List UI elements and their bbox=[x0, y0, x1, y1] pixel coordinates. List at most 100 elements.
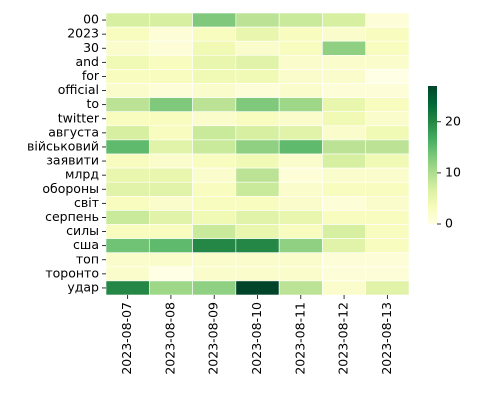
colorbar-tick-label: 10 bbox=[445, 164, 461, 179]
heatmap-cell bbox=[322, 12, 367, 28]
heatmap-cell bbox=[148, 252, 193, 268]
heatmap-cell bbox=[192, 280, 237, 296]
heatmap-cell bbox=[365, 153, 410, 169]
heatmap-cell bbox=[278, 40, 323, 56]
column-tick-label: 2023-08-10 bbox=[249, 302, 264, 375]
heatmap-cell bbox=[148, 40, 193, 56]
row-tick-label: силы bbox=[66, 223, 99, 238]
row-tick-label: топ bbox=[76, 251, 99, 266]
row-tick-label: військовий bbox=[27, 138, 99, 153]
heatmap-cell bbox=[105, 125, 150, 141]
heatmap-cell bbox=[192, 111, 237, 127]
heatmap-cell bbox=[148, 111, 193, 127]
heatmap-cell bbox=[235, 69, 280, 84]
heatmap-cell bbox=[365, 210, 410, 225]
heatmap-cell bbox=[365, 54, 410, 70]
heatmap-cell bbox=[365, 139, 410, 155]
heatmap-cell bbox=[235, 266, 280, 282]
heatmap-cell bbox=[365, 12, 410, 28]
heatmap-cell bbox=[322, 26, 367, 42]
heatmap-cell bbox=[322, 181, 367, 197]
heatmap-cell bbox=[235, 167, 280, 183]
heatmap-cell bbox=[322, 125, 367, 141]
heatmap-cell bbox=[365, 26, 410, 42]
heatmap-cell bbox=[278, 125, 323, 141]
heatmap-cell bbox=[278, 139, 323, 155]
heatmap-cell bbox=[235, 54, 280, 70]
heatmap-cell bbox=[322, 167, 367, 183]
heatmap-cell bbox=[278, 181, 323, 197]
heatmap-cell bbox=[322, 97, 367, 112]
heatmap-cell bbox=[235, 40, 280, 56]
heatmap-cell bbox=[278, 97, 323, 112]
heatmap-cell bbox=[105, 153, 150, 169]
heatmap-cell bbox=[322, 266, 367, 282]
heatmap-cell bbox=[278, 83, 323, 98]
heatmap-cell bbox=[278, 167, 323, 183]
row-tick-label: and bbox=[75, 54, 99, 69]
heatmap-cell bbox=[105, 224, 150, 239]
heatmap-cell bbox=[235, 83, 280, 98]
heatmap-cell bbox=[148, 54, 193, 70]
row-tick-label: official bbox=[58, 82, 99, 97]
heatmap-cell bbox=[278, 252, 323, 268]
row-tick-label: to bbox=[86, 96, 99, 111]
heatmap-cell bbox=[235, 181, 280, 197]
heatmap-cell bbox=[105, 280, 150, 296]
heatmap-cell bbox=[235, 12, 280, 28]
heatmap-cell bbox=[105, 26, 150, 42]
row-tick-label: світ bbox=[74, 195, 99, 210]
heatmap-cell bbox=[278, 196, 323, 211]
heatmap-cell bbox=[192, 139, 237, 155]
heatmap-cell bbox=[192, 252, 237, 268]
heatmap-cell bbox=[105, 97, 150, 112]
colorbar: 0 10 20 bbox=[428, 86, 461, 231]
heatmap-cell bbox=[278, 12, 323, 28]
row-tick-label: обороны bbox=[42, 181, 99, 196]
heatmap-cell bbox=[192, 196, 237, 211]
heatmap-cell bbox=[192, 26, 237, 42]
heatmap-cell bbox=[235, 210, 280, 225]
heatmap-cell bbox=[148, 238, 193, 254]
heatmap-cell bbox=[105, 69, 150, 84]
heatmap-cell bbox=[105, 266, 150, 282]
heatmap-cell bbox=[105, 252, 150, 268]
heatmap-cell bbox=[148, 125, 193, 141]
heatmap-cell bbox=[105, 167, 150, 183]
heatmap-cell bbox=[148, 83, 193, 98]
heatmap-cell bbox=[148, 97, 193, 112]
heatmap-cell bbox=[235, 97, 280, 112]
colorbar-tick-label: 20 bbox=[445, 113, 461, 128]
heatmap-cell bbox=[235, 252, 280, 268]
heatmap-cell bbox=[322, 280, 367, 296]
heatmap-cell bbox=[235, 196, 280, 211]
heatmap-cell bbox=[105, 54, 150, 70]
row-tick-label: сша bbox=[73, 237, 99, 252]
heatmap-cell bbox=[105, 139, 150, 155]
heatmap-cell bbox=[235, 26, 280, 42]
heatmap-cell bbox=[322, 139, 367, 155]
row-tick-label: for bbox=[82, 68, 100, 83]
heatmap-cell bbox=[192, 153, 237, 169]
heatmap-cell bbox=[365, 181, 410, 197]
row-tick-label: 00 bbox=[83, 12, 99, 27]
heatmap-cell bbox=[192, 210, 237, 225]
heatmap-cell bbox=[192, 40, 237, 56]
heatmap-cell bbox=[148, 280, 193, 296]
heatmap-cell bbox=[322, 40, 367, 56]
heatmap-cell bbox=[192, 12, 237, 28]
colorbar-tick-label: 0 bbox=[445, 216, 453, 231]
heatmap-cell bbox=[192, 238, 237, 254]
heatmap-cell bbox=[192, 125, 237, 141]
heatmap-cell bbox=[192, 266, 237, 282]
column-tick-label: 2023-08-12 bbox=[336, 302, 351, 375]
heatmap-cell bbox=[235, 111, 280, 127]
heatmap-cell bbox=[365, 224, 410, 239]
heatmap-cell bbox=[278, 210, 323, 225]
heatmap-cell bbox=[365, 196, 410, 211]
colorbar-gradient bbox=[428, 86, 437, 224]
heatmap-cell bbox=[192, 224, 237, 239]
heatmap-cell bbox=[192, 97, 237, 112]
heatmap-cell bbox=[192, 69, 237, 84]
